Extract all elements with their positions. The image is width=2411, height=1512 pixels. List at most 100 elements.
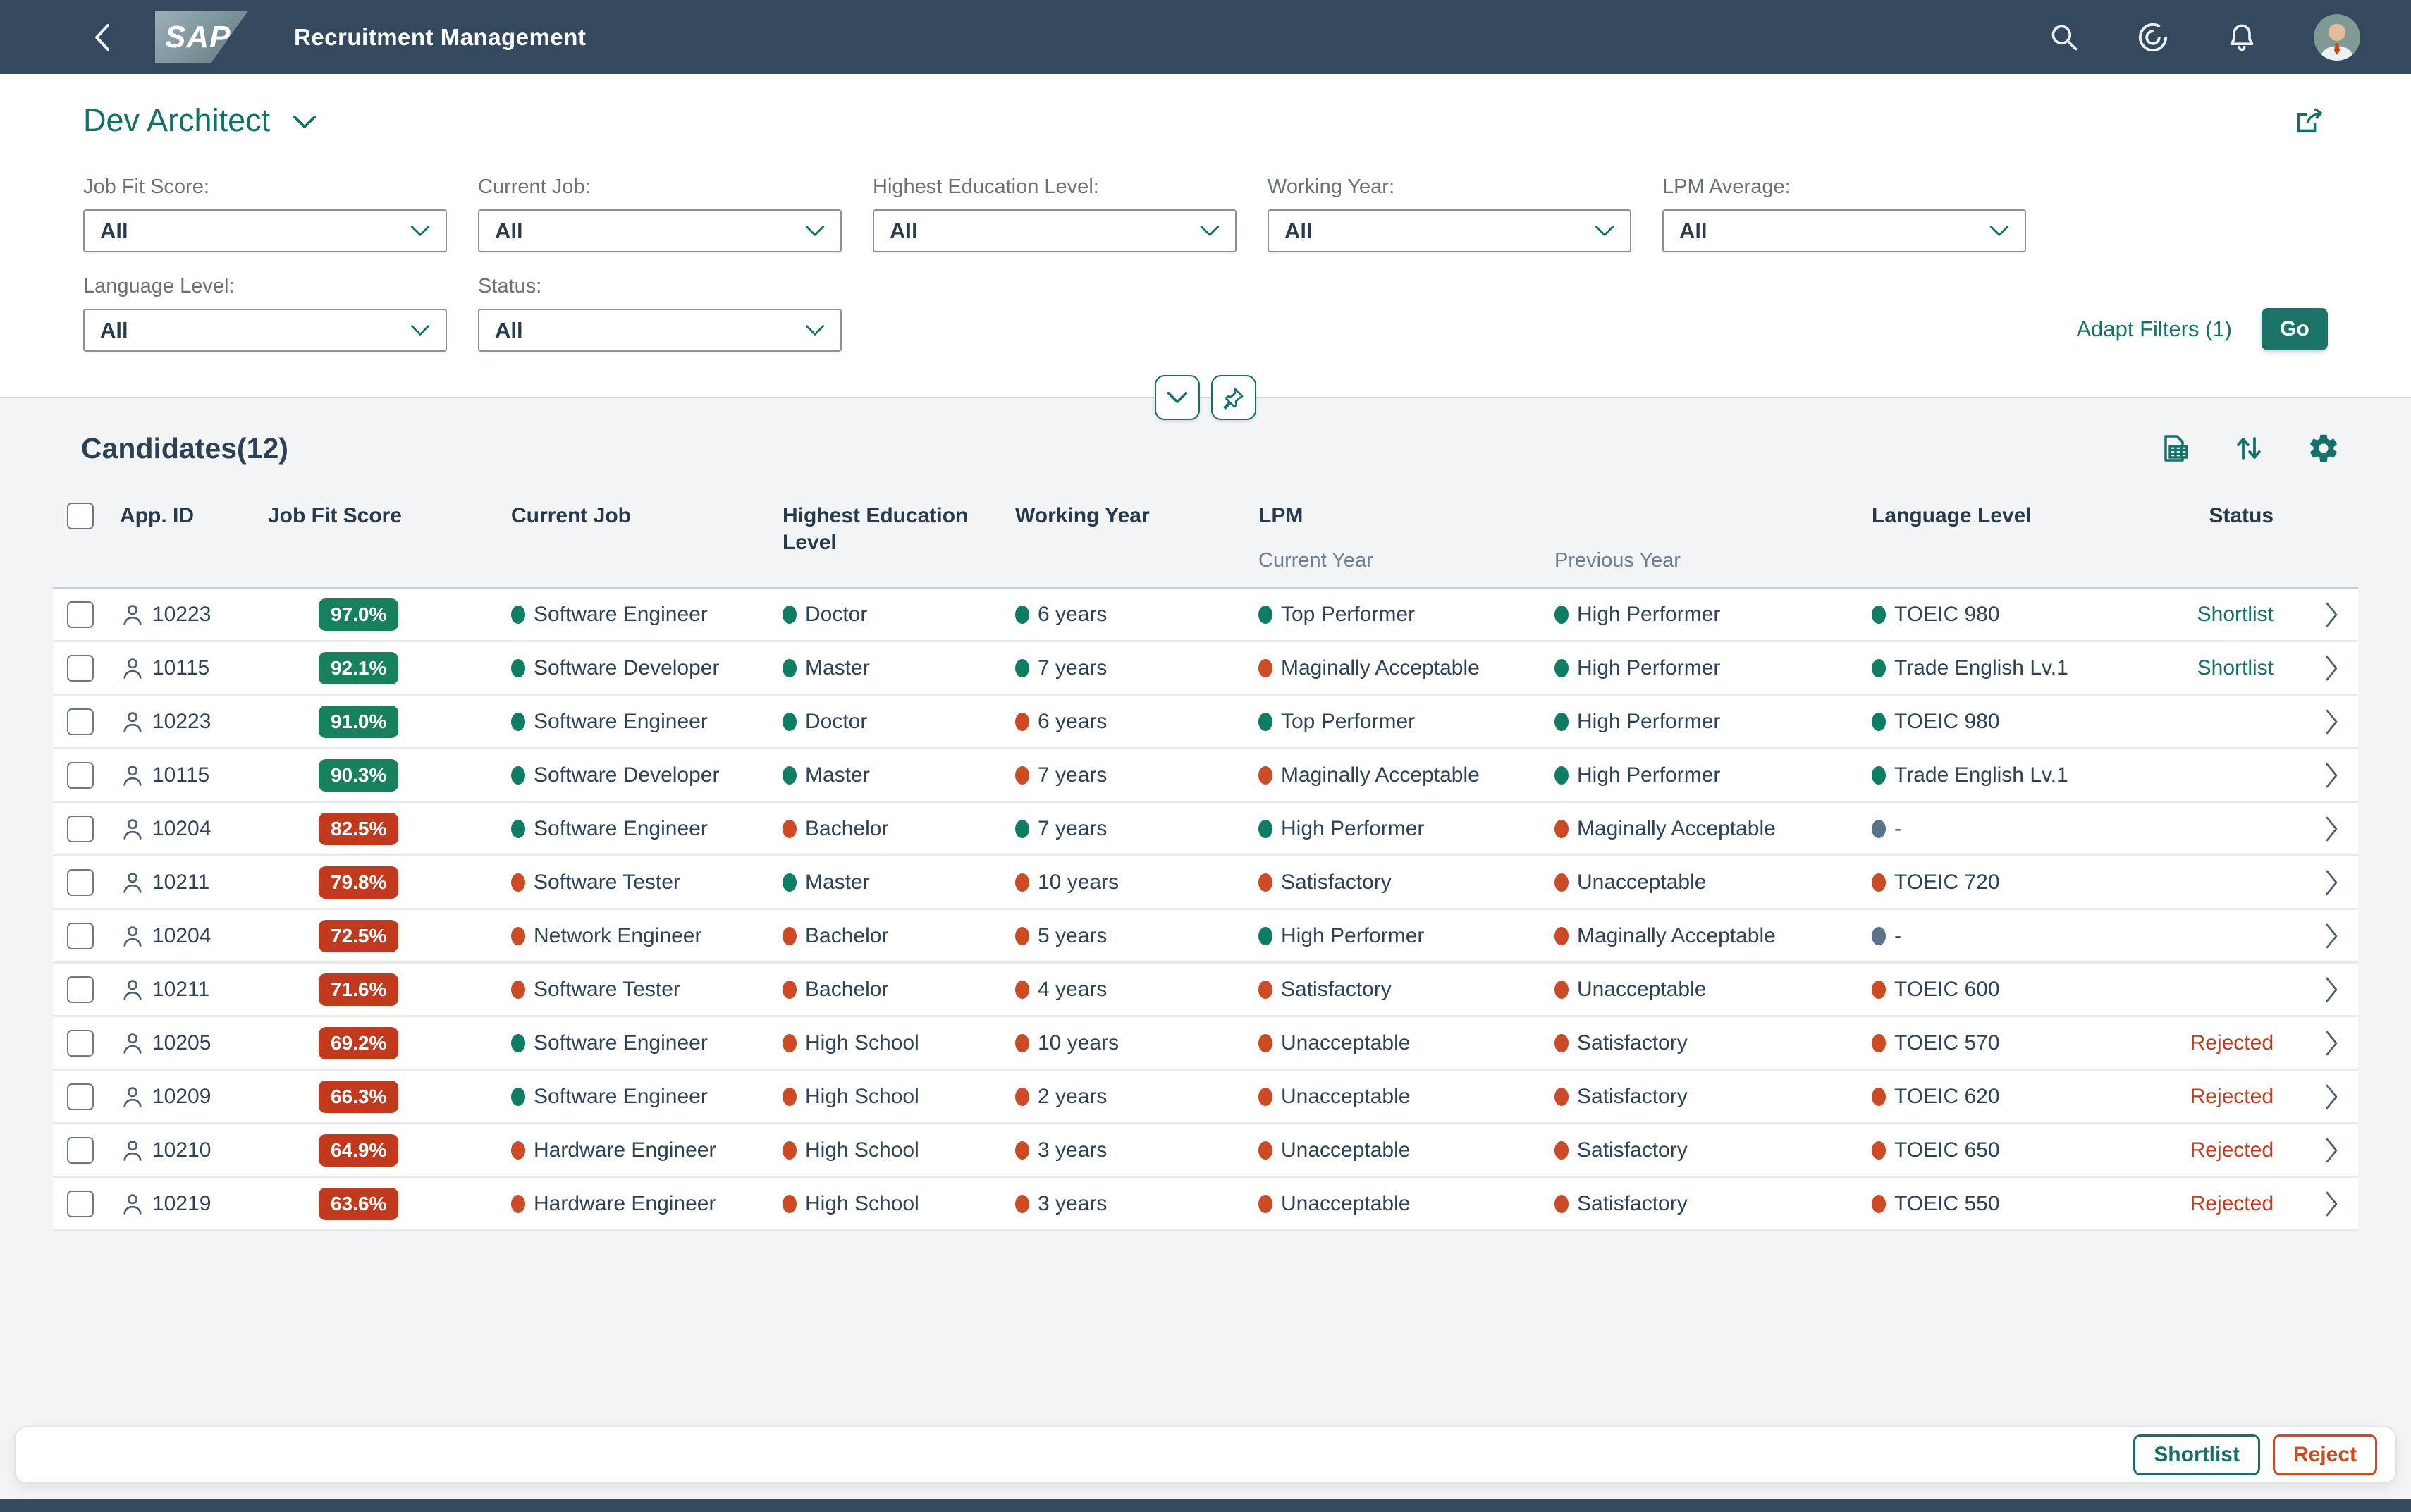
status-dot-positive: [511, 1088, 525, 1106]
status-dot-negative: [1872, 1195, 1886, 1213]
export-to-spreadsheet-icon[interactable]: [2157, 431, 2192, 466]
row-navigation[interactable]: [2305, 1083, 2358, 1111]
go-button[interactable]: Go: [2262, 308, 2328, 350]
table-row[interactable]: 1021179.8%Software TesterMaster10 yearsS…: [53, 856, 2358, 910]
candidates-table: App. ID Job Fit Score Current Job Highes…: [53, 486, 2358, 1231]
row-navigation[interactable]: [2305, 976, 2358, 1004]
row-checkbox[interactable]: [67, 1191, 94, 1217]
filter-select-job-fit-score[interactable]: All: [83, 209, 447, 252]
filter-label: LPM Average:: [1662, 176, 2026, 199]
row-chevron-icon[interactable]: [2324, 1029, 2341, 1057]
job-fit-score-badge: 97.0%: [319, 598, 398, 631]
status-dot-negative: [1258, 981, 1272, 999]
select-all-checkbox[interactable]: [67, 503, 94, 529]
filter-select-working-year[interactable]: All: [1268, 209, 1631, 252]
sort-icon[interactable]: [2231, 431, 2266, 466]
table-row[interactable]: 1011590.3%Software DeveloperMaster7 year…: [53, 749, 2358, 803]
row-checkbox[interactable]: [67, 816, 94, 842]
table-row[interactable]: 1020569.2%Software EngineerHigh School10…: [53, 1017, 2358, 1071]
current-job-cell-text: Software Tester: [534, 978, 680, 1002]
col-header-current-job: Current Job: [511, 503, 783, 529]
row-navigation[interactable]: [2305, 654, 2358, 682]
row-navigation[interactable]: [2305, 815, 2358, 843]
person-icon: [120, 1031, 145, 1056]
row-checkbox[interactable]: [67, 923, 94, 949]
status-dot-negative: [1015, 1088, 1029, 1106]
row-navigation[interactable]: [2305, 1029, 2358, 1057]
row-chevron-icon[interactable]: [2324, 601, 2341, 629]
language-level-cell: TOEIC 600: [1872, 978, 2147, 1002]
row-chevron-icon[interactable]: [2324, 654, 2341, 682]
table-row[interactable]: 1021171.6%Software TesterBachelor4 years…: [53, 964, 2358, 1017]
filter-field-status: Status:All: [478, 275, 842, 352]
row-checkbox[interactable]: [67, 1083, 94, 1110]
row-chevron-icon[interactable]: [2324, 708, 2341, 736]
row-checkbox[interactable]: [67, 1137, 94, 1164]
filter-select-value: All: [1679, 219, 1707, 244]
status-dot-neutral: [1872, 820, 1886, 838]
row-checkbox[interactable]: [67, 976, 94, 1003]
settings-gear-icon[interactable]: [2306, 431, 2341, 466]
filter-select-value: All: [495, 219, 523, 244]
pin-filter-bar-button[interactable]: [1211, 375, 1256, 420]
search-icon[interactable]: [2047, 20, 2081, 54]
current-job-cell: Software Tester: [511, 978, 783, 1002]
education-cell-text: Master: [805, 763, 870, 787]
row-navigation[interactable]: [2305, 708, 2358, 736]
app-id-cell: 10204: [109, 923, 268, 949]
row-navigation[interactable]: [2305, 922, 2358, 950]
adapt-filters-link[interactable]: Adapt Filters (1): [2076, 316, 2232, 350]
table-row[interactable]: 1020482.5%Software EngineerBachelor7 yea…: [53, 803, 2358, 856]
row-checkbox[interactable]: [67, 708, 94, 735]
person-icon: [120, 1138, 145, 1163]
current-job-cell-text: Hardware Engineer: [534, 1192, 716, 1216]
chevron-down-icon: [1200, 225, 1220, 237]
filter-select-lpm-average[interactable]: All: [1662, 209, 2026, 252]
row-navigation[interactable]: [2305, 601, 2358, 629]
row-chevron-icon[interactable]: [2324, 1136, 2341, 1164]
row-chevron-icon[interactable]: [2324, 761, 2341, 789]
table-row[interactable]: 1020966.3%Software EngineerHigh School2 …: [53, 1071, 2358, 1124]
content-area: Candidates(12): [0, 397, 2411, 1512]
row-chevron-icon[interactable]: [2324, 868, 2341, 897]
row-navigation[interactable]: [2305, 868, 2358, 897]
collapse-filter-bar-button[interactable]: [1155, 375, 1200, 420]
back-button[interactable]: [85, 16, 120, 59]
row-chevron-icon[interactable]: [2324, 1190, 2341, 1218]
filter-select-current-job[interactable]: All: [478, 209, 842, 252]
title-variant-selector[interactable]: [293, 114, 317, 133]
share-button[interactable]: [2290, 102, 2328, 140]
row-chevron-icon[interactable]: [2324, 922, 2341, 950]
row-checkbox[interactable]: [67, 869, 94, 896]
table-row[interactable]: 1021963.6%Hardware EngineerHigh School3 …: [53, 1178, 2358, 1231]
table-row[interactable]: 1020472.5%Network EngineerBachelor5 year…: [53, 910, 2358, 964]
shortlist-button[interactable]: Shortlist: [2133, 1434, 2260, 1475]
table-row[interactable]: 1022397.0%Software EngineerDoctor6 years…: [53, 589, 2358, 642]
table-row[interactable]: 1011592.1%Software DeveloperMaster7 year…: [53, 642, 2358, 696]
table-row[interactable]: 1021064.9%Hardware EngineerHigh School3 …: [53, 1124, 2358, 1178]
row-checkbox[interactable]: [67, 601, 94, 628]
filter-select-highest-education-level[interactable]: All: [873, 209, 1237, 252]
row-checkbox[interactable]: [67, 655, 94, 682]
row-chevron-icon[interactable]: [2324, 815, 2341, 843]
row-chevron-icon[interactable]: [2324, 1083, 2341, 1111]
lpm-current-year-cell: Unacceptable: [1258, 1031, 1554, 1055]
row-checkbox[interactable]: [67, 1030, 94, 1057]
filter-select-status[interactable]: All: [478, 309, 842, 352]
current-job-cell: Hardware Engineer: [511, 1192, 783, 1216]
table-row[interactable]: 1022391.0%Software EngineerDoctor6 years…: [53, 696, 2358, 749]
filter-bar-toggles: [1155, 375, 1256, 420]
current-job-cell: Software Tester: [511, 871, 783, 895]
notifications-bell-icon[interactable]: [2225, 20, 2259, 54]
education-cell: High School: [783, 1085, 1015, 1109]
user-avatar[interactable]: [2314, 14, 2360, 61]
row-navigation[interactable]: [2305, 761, 2358, 789]
education-cell-text: Bachelor: [805, 817, 888, 841]
row-navigation[interactable]: [2305, 1190, 2358, 1218]
copilot-icon[interactable]: [2136, 20, 2170, 54]
row-navigation[interactable]: [2305, 1136, 2358, 1164]
row-checkbox[interactable]: [67, 762, 94, 789]
row-chevron-icon[interactable]: [2324, 976, 2341, 1004]
reject-button[interactable]: Reject: [2273, 1434, 2377, 1475]
filter-select-language-level[interactable]: All: [83, 309, 447, 352]
